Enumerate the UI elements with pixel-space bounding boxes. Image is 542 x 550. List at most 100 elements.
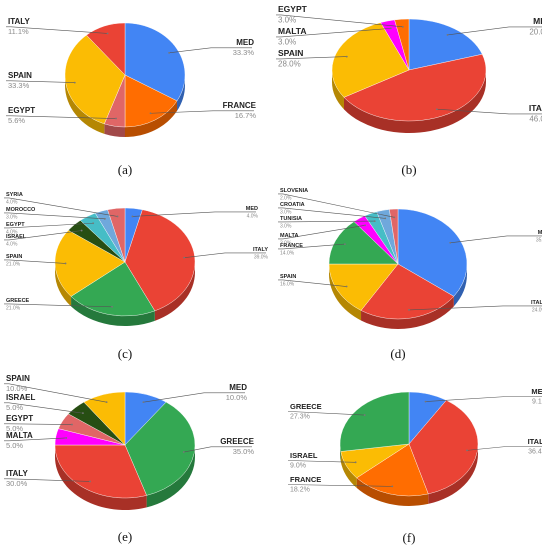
leader-dot — [149, 112, 152, 115]
pie-slice-italy — [360, 263, 455, 320]
slice-label: SPAIN — [280, 274, 296, 280]
pie-slice-france — [356, 443, 429, 497]
slice-value-label: 5.0% — [6, 441, 23, 450]
leader-line — [278, 225, 366, 240]
leader-line — [425, 396, 542, 402]
slice-label: MED — [531, 387, 542, 396]
slice-value-label: 36.4% — [528, 449, 542, 456]
slice-value-label: 16.0% — [280, 282, 295, 288]
pie-slice-italy — [86, 22, 126, 76]
slice-value-label: 46.0% — [529, 115, 542, 124]
panel-caption: (a) — [118, 162, 132, 177]
leader-line — [276, 14, 403, 28]
slice-label: FRANCE — [290, 475, 321, 484]
slice-label: ITALY — [253, 247, 268, 253]
leader-line — [288, 460, 356, 463]
pie-slice-spain — [54, 230, 126, 297]
slice-value-label: 18.2% — [290, 487, 310, 494]
slice-value-label: 5.0% — [6, 424, 23, 433]
pie-slice-syria — [107, 207, 126, 263]
slice-label: ITALY — [529, 103, 542, 113]
leader-line — [4, 437, 67, 442]
leader-dot — [64, 262, 67, 265]
slice-value-label: 3.0% — [278, 16, 296, 25]
leader-dot — [408, 309, 410, 311]
leader-line — [4, 402, 83, 414]
slice-value-label: 24.0% — [532, 308, 542, 314]
slice-label: MED — [246, 206, 258, 212]
slice-value-label: 10.0% — [6, 384, 28, 393]
pie-depth-france — [356, 477, 429, 507]
pie-slice-spain — [328, 263, 399, 311]
slice-label: EGYPT — [6, 414, 33, 423]
leader-dot — [373, 220, 376, 222]
leader-dot — [364, 224, 366, 227]
pie-depth-spain — [332, 70, 344, 110]
slice-label: SPAIN — [8, 71, 32, 80]
leader-dot — [71, 423, 73, 426]
leader-dot — [111, 305, 113, 308]
slice-value-label: 10.0% — [226, 393, 248, 402]
pie-slice-greece — [339, 391, 410, 452]
slice-value-label: 4.0% — [6, 230, 18, 236]
pie-slice-spain — [83, 391, 126, 446]
slice-value-label: 4.0% — [6, 242, 18, 248]
pie-depth-egypt — [104, 123, 125, 137]
leader-dot — [401, 25, 404, 28]
leader-dot — [103, 217, 106, 220]
slice-label: GREECE — [6, 298, 30, 304]
slice-label: ITALY — [8, 17, 30, 26]
leader-dot — [182, 451, 185, 453]
leader-dot — [449, 241, 452, 244]
leader-dot — [345, 285, 348, 288]
leader-line — [447, 26, 542, 36]
slice-label: SPAIN — [6, 374, 30, 383]
pie-slice-italy — [124, 209, 196, 312]
leader-dot — [424, 400, 427, 403]
leader-dot — [115, 117, 117, 120]
slice-value-label: 39.0% — [254, 255, 269, 261]
leader-dot — [345, 55, 348, 58]
pie-depth-italy — [54, 445, 147, 510]
pie-depth-med — [453, 264, 467, 307]
leader-dot — [168, 51, 171, 54]
panel-caption: (d) — [390, 346, 405, 361]
leader-line — [143, 392, 245, 403]
leader-line — [132, 211, 256, 217]
pie-slice-france — [328, 221, 399, 265]
slice-label: MED — [533, 16, 542, 26]
slice-value-label: 5.6% — [8, 116, 25, 125]
slice-label: EGYPT — [6, 222, 25, 228]
slice-value-label: 35.0% — [536, 238, 542, 244]
slice-label: CROATIA — [280, 202, 305, 208]
pie-chart-4: MED 35.0% ITALY 24.0% SPAIN 16.0% FRANCE 14.0% M… — [278, 188, 542, 361]
slice-label: ISRAEL — [6, 393, 35, 402]
slice-label: FRANCE — [280, 243, 303, 249]
slice-value-label: 2.0% — [280, 196, 292, 202]
leader-line — [278, 193, 395, 218]
slice-value-label: 33.3% — [233, 48, 255, 57]
slice-value-label: 30.0% — [6, 479, 28, 488]
pie-slice-spain — [64, 34, 126, 125]
leader-line — [288, 484, 393, 487]
pie-depth-italy — [361, 296, 454, 330]
leader-dot — [131, 215, 134, 218]
slice-label: MALTA — [280, 233, 298, 239]
pie-slice-med — [397, 208, 468, 297]
slice-label: MALTA — [278, 26, 306, 36]
leader-line — [183, 446, 252, 453]
pie-slice-med — [408, 18, 483, 71]
leader-dot — [384, 217, 387, 220]
pie-depth-israel — [340, 451, 357, 488]
pie-slice-france — [124, 74, 178, 128]
leader-dot — [354, 461, 357, 464]
leader-line — [4, 478, 91, 482]
leader-dot — [435, 108, 438, 111]
pie-chart-5: MED10.0%GREECE35.0%ITALY30.0%MALTA5.0%EG… — [4, 374, 255, 544]
panel-caption: (c) — [118, 346, 132, 361]
slice-value-label: 21.0% — [6, 262, 21, 268]
slice-value-label: 20.0% — [529, 28, 542, 37]
leader-dot — [393, 216, 396, 219]
panel-caption: (f) — [403, 530, 416, 545]
slice-label: SYRIA — [6, 192, 23, 198]
